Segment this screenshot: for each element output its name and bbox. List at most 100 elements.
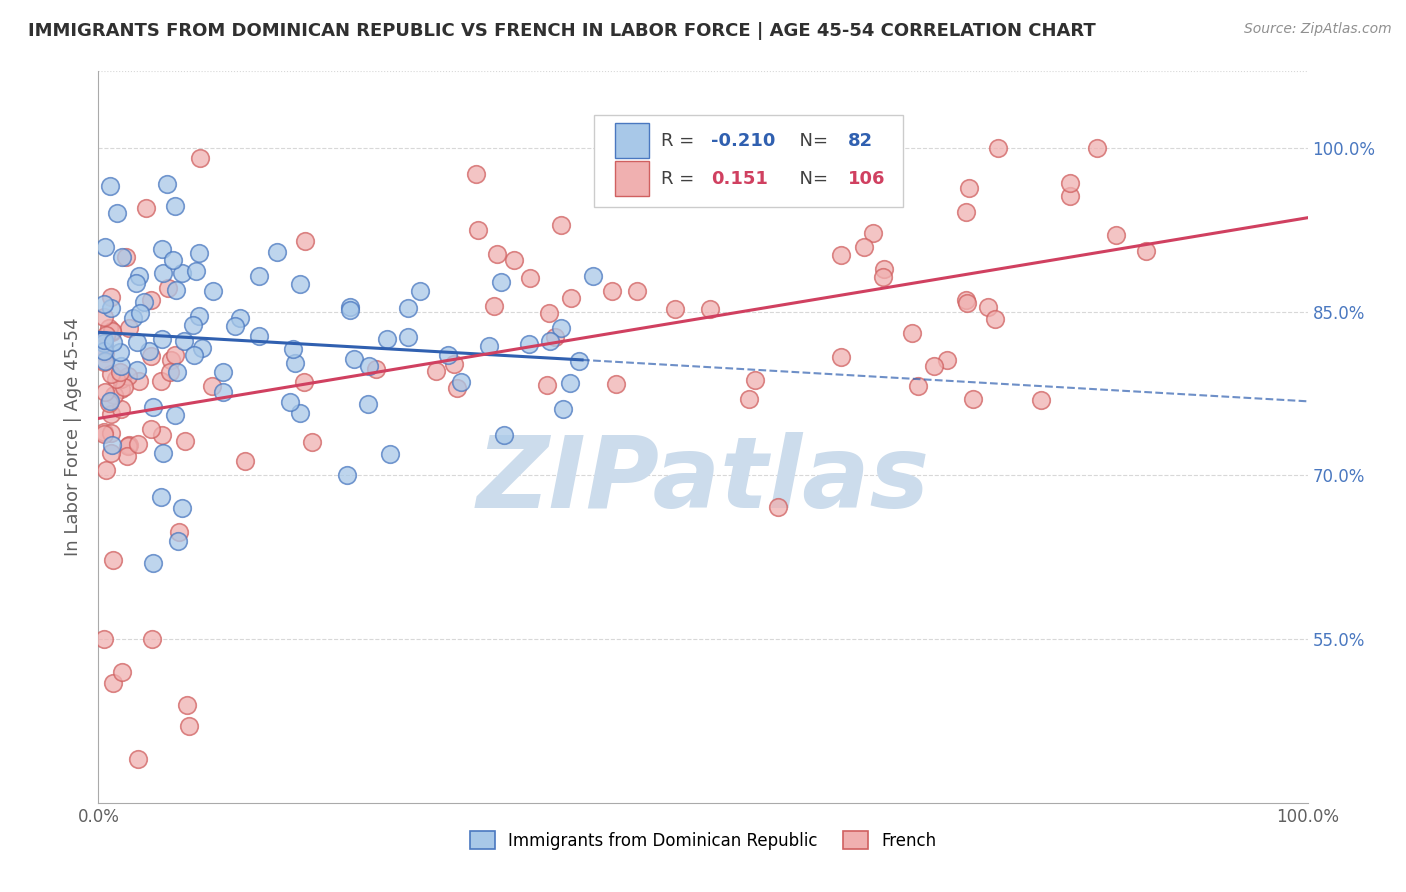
Text: R =: R = [661,169,706,188]
Point [567,354,589,368]
Point [201,379,224,393]
Point [165,283,187,297]
Point [278,395,301,409]
Point [465,167,488,181]
Point [100,301,122,315]
Point [156,281,179,295]
Point [872,269,894,284]
Point [138,344,160,359]
Point [224,318,246,333]
Point [111,665,134,679]
Point [127,752,149,766]
Text: 106: 106 [848,169,886,188]
Point [152,243,174,257]
Point [519,271,541,285]
Point [1085,141,1108,155]
Point [166,365,188,379]
Point [132,295,155,310]
Point [375,332,398,346]
Point [343,351,366,366]
Point [93,333,115,347]
Point [538,334,561,348]
Text: ZIPatlas: ZIPatlas [477,433,929,530]
Point [364,361,387,376]
Point [173,434,195,448]
Point [290,406,312,420]
Point [103,388,125,402]
Point [907,378,929,392]
Point [1135,244,1157,259]
Point [292,375,315,389]
Point [97,321,120,335]
Point [122,310,145,325]
Point [853,240,876,254]
Point [983,312,1005,326]
Point [301,434,323,449]
Point [478,339,501,353]
Point [101,325,124,339]
Point [127,437,149,451]
Point [956,295,979,310]
Point [957,181,980,195]
Point [626,284,648,298]
Point [118,321,141,335]
Point [409,284,432,298]
Point [862,227,884,241]
Point [150,428,173,442]
Point [98,393,121,408]
Point [489,275,512,289]
Point [450,375,472,389]
Point [425,363,447,377]
Point [183,348,205,362]
Point [93,427,115,442]
Bar [614,161,648,196]
Point [446,381,468,395]
Point [163,408,186,422]
Point [962,392,984,406]
Point [110,359,132,373]
Point [494,428,516,442]
Point [117,439,139,453]
Point [159,365,181,379]
Point [1059,188,1081,202]
Point [110,383,132,397]
Point [582,268,605,283]
Point [112,379,135,393]
Point [93,310,115,324]
Point [936,352,959,367]
Point [103,335,125,350]
Point [110,401,132,416]
Y-axis label: In Labor Force | Age 45-54: In Labor Force | Age 45-54 [65,318,83,557]
Point [187,246,209,260]
Point [339,300,361,314]
Text: IMMIGRANTS FROM DOMINICAN REPUBLIC VS FRENCH IN LABOR FORCE | AGE 45-54 CORRELAT: IMMIGRANTS FROM DOMINICAN REPUBLIC VS FR… [28,22,1095,40]
Point [152,446,174,460]
Point [359,359,381,374]
Point [179,719,201,733]
Point [396,301,419,315]
Point [105,372,128,386]
Point [738,392,761,406]
Point [125,334,148,349]
Point [141,349,163,363]
Point [98,179,121,194]
Point [141,632,163,646]
Point [536,378,558,392]
Point [101,675,124,690]
Point [830,248,852,262]
Point [93,240,115,254]
Point [181,318,204,332]
Point [1059,176,1081,190]
Point [96,327,118,342]
Point [900,326,922,340]
Point [170,501,193,516]
Point [247,328,270,343]
Point [108,344,131,359]
Text: -0.210: -0.210 [711,132,776,150]
Point [128,268,150,283]
Point [110,365,132,379]
Point [283,342,305,356]
Point [436,348,458,362]
Point [139,422,162,436]
Point [100,407,122,421]
